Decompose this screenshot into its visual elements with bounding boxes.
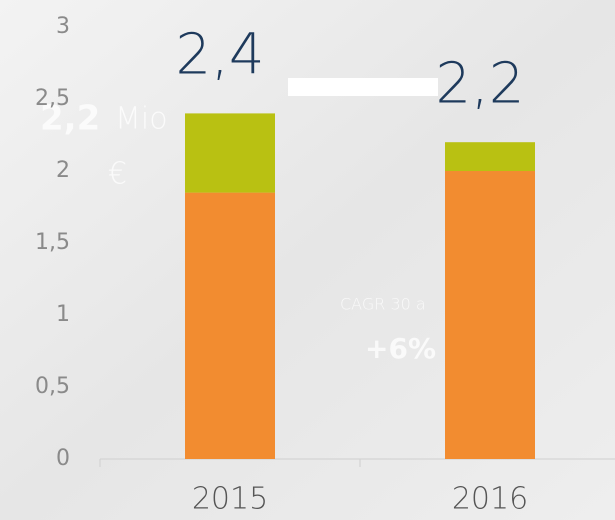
- y-tick-label: 1: [56, 302, 70, 327]
- background-text: €: [108, 157, 127, 192]
- bar-segment: [445, 171, 535, 459]
- bar-segment: [185, 193, 275, 459]
- bar-segment: [185, 113, 275, 192]
- x-tick-label: 2015: [192, 482, 268, 517]
- overlay-strip: [288, 78, 438, 96]
- y-tick-label: 2: [56, 158, 70, 183]
- y-tick-label: 3: [56, 14, 70, 39]
- background-text: Mio: [115, 102, 168, 137]
- total-label: 2,4: [175, 23, 264, 88]
- chart: 2,2 Mio € CAGR 30 a +6% 0 0,5 1 1,5 2 2,5 3 2,4 2015 2…: [0, 0, 615, 520]
- x-tick-label: 2016: [452, 482, 528, 517]
- total-label: 2,2: [435, 51, 524, 116]
- bar-segment: [445, 142, 535, 171]
- background-text: +6%: [365, 332, 436, 365]
- y-tick-label: 1,5: [35, 230, 70, 255]
- y-tick-label: 0,5: [35, 374, 70, 399]
- y-tick-label: 0: [56, 446, 70, 471]
- background-text: CAGR 30 a: [340, 295, 426, 314]
- y-tick-label: 2,5: [35, 86, 70, 111]
